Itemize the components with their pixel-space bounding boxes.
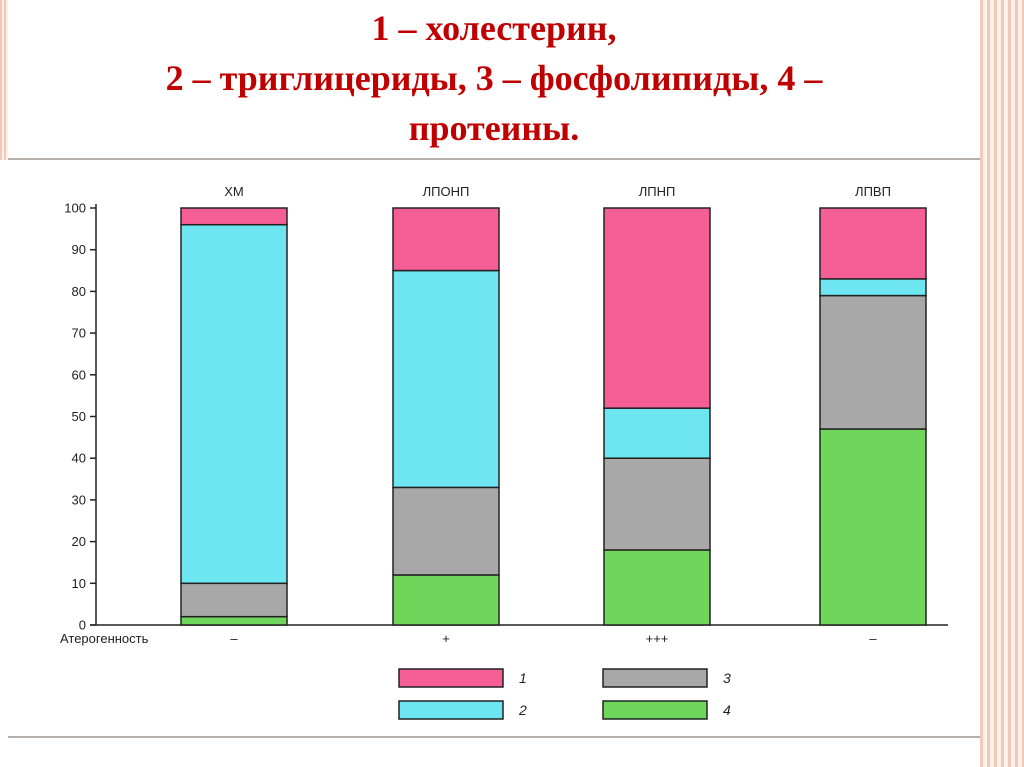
title-line-2: 2 – триглицериды, 3 – фосфолипиды, 4 –: [165, 58, 823, 98]
bar-segment: [603, 457, 711, 551]
title-line-1: 1 – холестерин,: [371, 8, 617, 48]
decorative-left-stripe: [0, 0, 8, 160]
bar-segment: [392, 207, 500, 272]
atherogenicity-value: –: [869, 631, 877, 646]
bar-segment: [180, 615, 288, 626]
category-label: ЛПОНП: [423, 184, 470, 199]
category-label: ХМ: [224, 184, 244, 199]
legend-swatch: [398, 700, 504, 720]
legend-label: 1: [519, 670, 527, 686]
category-label: ЛПВП: [855, 184, 891, 199]
atherogenicity-label: Атерогенность: [60, 631, 149, 646]
bar-segment: [392, 486, 500, 576]
y-tick-label: 60: [72, 367, 86, 382]
bar-segment: [603, 549, 711, 626]
bar-segment: [392, 269, 500, 489]
stacked-bar-chart: 0 10 20 30 40 50 60 70 80 90 100 ХМ – ЛПОНП + ЛПНП +++ ЛП…: [60, 184, 948, 720]
legend-label: 4: [723, 702, 731, 718]
y-tick-label: 70: [72, 326, 86, 341]
y-tick-label: 100: [64, 201, 86, 216]
atherogenicity-value: +++: [646, 631, 669, 646]
bar-segment: [392, 574, 500, 626]
y-tick-label: 0: [79, 618, 86, 633]
title-line-3: протеины.: [408, 108, 580, 148]
legend-label: 3: [723, 670, 731, 686]
bar-segment: [819, 294, 927, 430]
y-tick-label: 40: [72, 451, 86, 466]
legend-swatch: [602, 700, 708, 720]
y-tick-label: 80: [72, 284, 86, 299]
atherogenicity-value: –: [230, 631, 238, 646]
atherogenicity-value: +: [442, 631, 450, 646]
bar-segment: [603, 207, 711, 409]
bar-segment: [180, 223, 288, 585]
legend-swatch: [398, 668, 504, 688]
y-tick-label: 20: [72, 534, 86, 549]
y-tick-label: 50: [72, 409, 86, 424]
legend-label: 2: [518, 702, 527, 718]
decorative-stripes: [980, 0, 1024, 767]
slide-title: 1 – холестерин, 2 – триглицериды, 3 – фо…: [8, 0, 980, 160]
category-label: ЛПНП: [639, 184, 676, 199]
bar-segment: [819, 428, 927, 626]
y-tick-label: 30: [72, 492, 86, 507]
bar-segment: [603, 407, 711, 459]
bar-segment: [819, 278, 927, 297]
y-tick-label: 90: [72, 242, 86, 257]
bar-segment: [180, 582, 288, 618]
y-tick-label: 10: [72, 576, 86, 591]
bottom-divider: [8, 736, 980, 738]
legend-swatch: [602, 668, 708, 688]
bar-segment: [180, 207, 288, 226]
bar-segment: [819, 207, 927, 280]
